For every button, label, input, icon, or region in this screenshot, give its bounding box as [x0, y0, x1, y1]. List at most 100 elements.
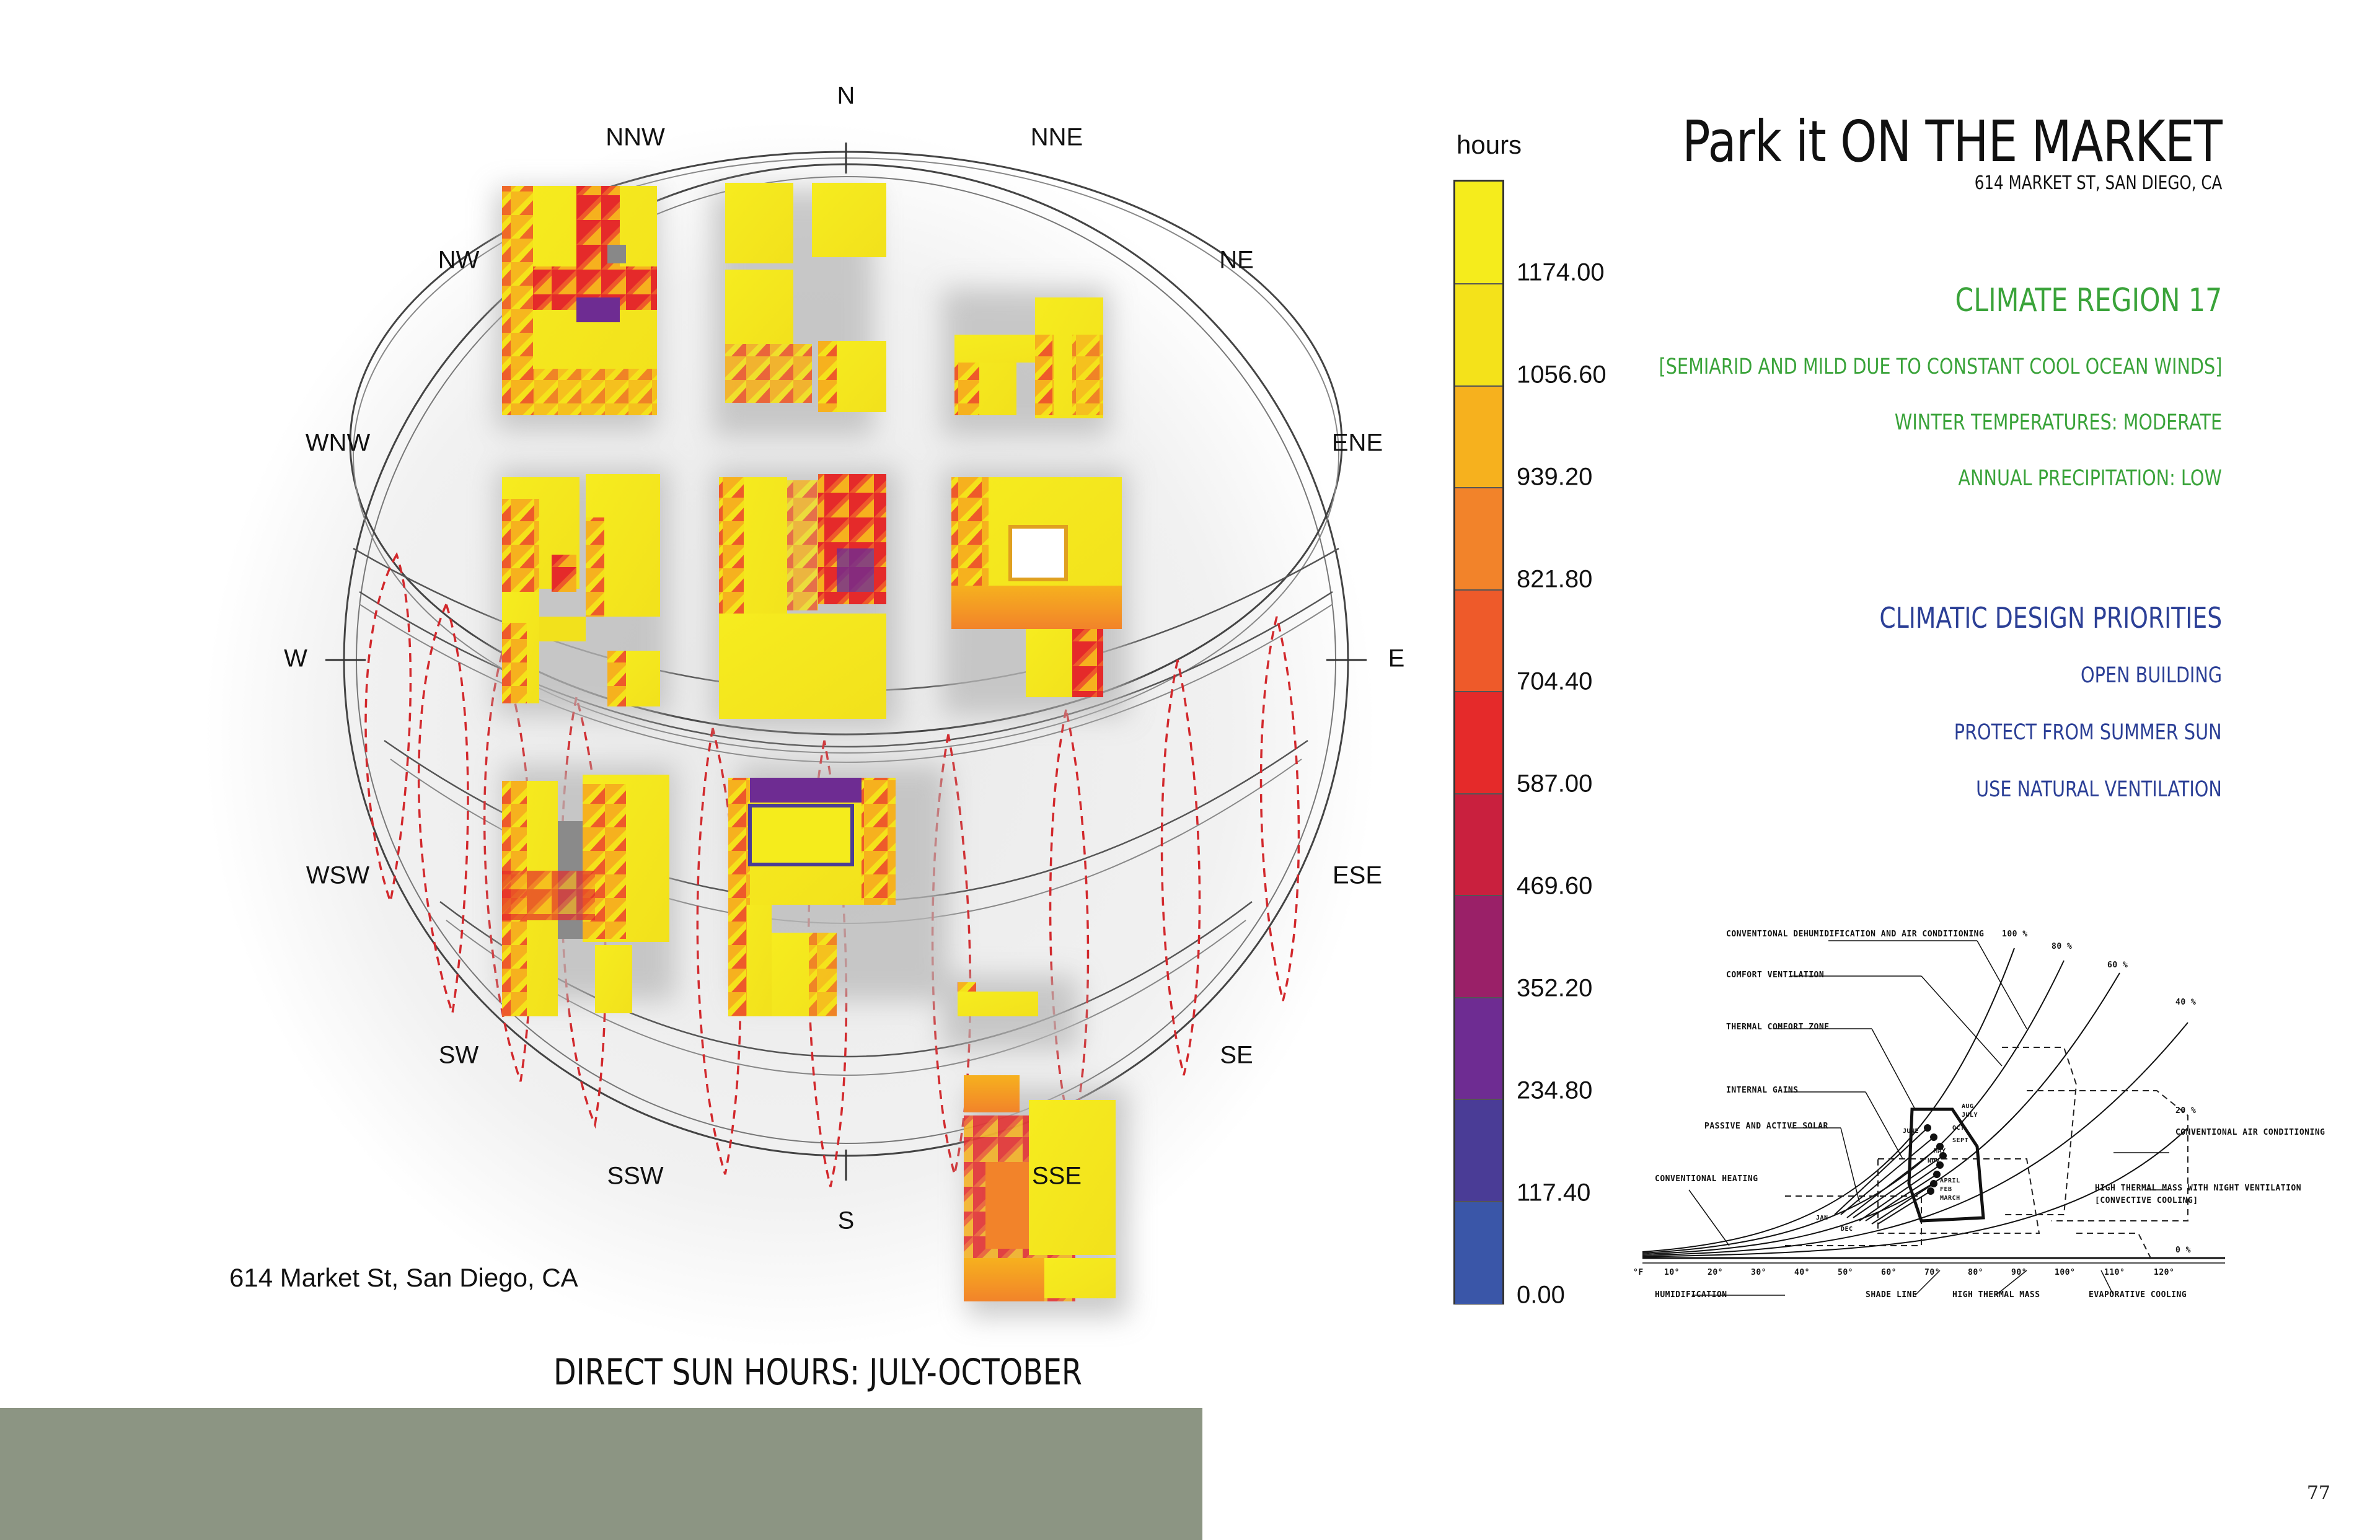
dir-label-nnw: NNW — [606, 123, 665, 151]
climate-note-3: ANNUAL PRECIPITATION: LOW — [1958, 466, 2222, 491]
priority-item-3: USE NATURAL VENTILATION — [1976, 777, 2222, 802]
rh-label: 60 % — [2107, 961, 2128, 970]
legend-title: hours — [1457, 130, 1522, 159]
temp-tick: 80° — [1968, 1268, 1983, 1277]
building-w — [502, 474, 660, 706]
dir-label-s: S — [837, 1207, 855, 1234]
priorities-heading: CLIMATIC DESIGN PRIORITIES — [1879, 601, 2222, 635]
building-center — [719, 474, 886, 719]
legend-color-bar — [1453, 180, 1504, 1305]
month-label: DEC — [1841, 1226, 1853, 1233]
label-internal-gains: INTERNAL GAINS — [1726, 1086, 1799, 1095]
dir-label-ene: ENE — [1331, 429, 1383, 457]
legend-swatch — [1455, 385, 1502, 489]
month-label: FEB — [1940, 1186, 1952, 1193]
dir-label-e: E — [1388, 645, 1405, 672]
temp-tick: 70° — [1924, 1268, 1940, 1277]
month-label: AUG — [1962, 1103, 1974, 1110]
page-number: 77 — [2306, 1482, 2330, 1504]
dir-label-n: N — [837, 82, 855, 110]
temp-tick: 110° — [2104, 1268, 2125, 1277]
bioclimatic-chart: CONVENTIONAL DEHUMIDIFICATION AND AIR CO… — [1630, 923, 2325, 1308]
label-convective-cooling: [CONVECTIVE COOLING] — [2095, 1196, 2198, 1205]
rh-label: 40 % — [2175, 998, 2197, 1007]
label-humidification: HUMIDIFICATION — [1655, 1290, 1727, 1300]
climate-region-heading: CLIMATE REGION 17 — [1955, 282, 2222, 319]
rh-label: 20 % — [2175, 1106, 2197, 1115]
dir-label-ssw: SSW — [607, 1162, 664, 1190]
temp-tick: 10° — [1664, 1268, 1680, 1277]
label-high-mass-night: HIGH THERMAL MASS WITH NIGHT VENTILATION — [2095, 1184, 2302, 1193]
dir-label-wnw: WNW — [305, 429, 371, 457]
dir-label-wsw: WSW — [306, 861, 370, 889]
building-se-small — [958, 982, 1038, 1016]
legend-swatch — [1455, 895, 1502, 998]
label-conventional-ac: CONVENTIONAL AIR CONDITIONING — [2175, 1128, 2325, 1137]
climate-note-2: WINTER TEMPERATURES: MODERATE — [1894, 410, 2222, 435]
temp-tick: 120° — [2154, 1268, 2175, 1277]
building-sse — [964, 1075, 1116, 1301]
legend-swatch — [1455, 182, 1502, 284]
footer-color-block — [0, 1408, 1202, 1540]
legend-swatch — [1455, 1200, 1502, 1304]
label-conventional-heating: CONVENTIONAL HEATING — [1655, 1174, 1758, 1184]
label-shade-line: SHADE LINE — [1866, 1290, 1918, 1300]
page-title: Park it ON THE MARKET — [1682, 108, 2223, 175]
legend-value: 1174.00 — [1517, 258, 1605, 286]
month-label: JULY — [1962, 1112, 1978, 1119]
month-label: MARCH — [1940, 1195, 1960, 1202]
building-nw — [502, 186, 657, 415]
legend-swatch — [1455, 487, 1502, 591]
compass-ticks — [325, 143, 1367, 1181]
legend-value: 939.20 — [1517, 463, 1593, 491]
month-label: JAN — [1816, 1215, 1828, 1221]
legend-value: 352.20 — [1517, 974, 1593, 1002]
temp-tick: °F — [1633, 1268, 1644, 1277]
building-n1 — [725, 183, 886, 412]
month-label: SEPT — [1952, 1137, 1969, 1144]
priority-item-1: OPEN BUILDING — [2080, 663, 2222, 688]
dir-label-ese: ESE — [1332, 861, 1383, 889]
legend-swatch — [1455, 691, 1502, 794]
building-e — [951, 477, 1122, 697]
bioclimatic-chart-svg — [1642, 940, 2225, 1296]
temp-tick: 60° — [1881, 1268, 1897, 1277]
building-ne — [954, 297, 1103, 418]
temp-tick: 40° — [1794, 1268, 1810, 1277]
dir-label-w: W — [284, 645, 307, 672]
rh-label: 0 % — [2175, 1246, 2191, 1255]
legend-value: 821.80 — [1517, 565, 1593, 593]
diagram-caption: DIRECT SUN HOURS: JULY-OCTOBER — [553, 1351, 1082, 1393]
temp-tick: 100° — [2055, 1268, 2076, 1277]
label-high-thermal-mass: HIGH THERMAL MASS — [1952, 1290, 2040, 1300]
temp-tick: 90° — [2011, 1268, 2027, 1277]
legend-value: 704.40 — [1517, 667, 1593, 695]
label-dehumidification: CONVENTIONAL DEHUMIDIFICATION AND AIR CO… — [1726, 930, 1985, 939]
analemma-loops — [364, 552, 1300, 1187]
rh-label: 100 % — [2002, 930, 2028, 939]
building-sw — [502, 775, 669, 1016]
priority-item-2: PROTECT FROM SUMMER SUN — [1954, 720, 2222, 745]
label-thermal-comfort-zone: THERMAL COMFORT ZONE — [1726, 1023, 1830, 1032]
climate-note-1: [SEMIARID AND MILD DUE TO CONSTANT COOL … — [1659, 354, 2222, 379]
buildings — [502, 183, 1122, 1301]
label-evaporative-cooling: EVAPORATIVE COOLING — [2089, 1290, 2187, 1300]
legend-value: 1056.60 — [1517, 361, 1606, 389]
legend-value: 117.40 — [1517, 1179, 1591, 1207]
month-label: MAY — [1934, 1148, 1946, 1155]
label-comfort-ventilation: COMFORT VENTILATION — [1726, 970, 1825, 980]
sunpath-diagram: N NNE NE ENE E ESE SE SSE S SSW SW WSW W… — [205, 82, 1404, 1348]
legend-swatch — [1455, 589, 1502, 693]
legend-swatch — [1455, 793, 1502, 897]
label-passive-solar: PASSIVE AND ACTIVE SOLAR — [1704, 1122, 1828, 1131]
legend-value: 587.00 — [1517, 770, 1593, 798]
legend-swatch — [1455, 997, 1502, 1101]
dir-label-ne: NE — [1219, 246, 1254, 274]
temp-tick: 30° — [1751, 1268, 1766, 1277]
temp-tick: 50° — [1838, 1268, 1853, 1277]
legend-value: 234.80 — [1517, 1076, 1593, 1104]
page-address: 614 MARKET ST, SAN DIEGO, CA — [1974, 172, 2222, 194]
temp-tick: 20° — [1708, 1268, 1723, 1277]
legend-value: 469.60 — [1517, 872, 1593, 900]
month-label: NOV — [1928, 1158, 1940, 1164]
